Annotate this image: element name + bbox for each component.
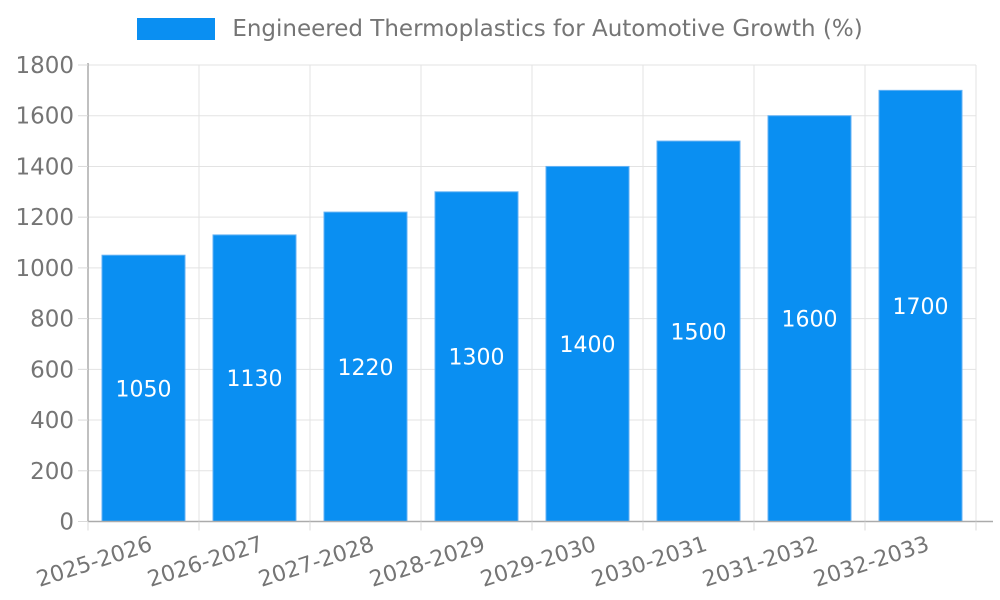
x-tick-label: 2025-2026 bbox=[34, 532, 156, 593]
x-tick-label: 2027-2028 bbox=[256, 532, 378, 593]
bar-2027-2028 bbox=[323, 211, 408, 522]
legend-title-label: Engineered Thermoplastics for Automotive… bbox=[232, 16, 863, 42]
x-tick-label: 2028-2029 bbox=[367, 532, 489, 593]
x-tick-label: 2030-2031 bbox=[589, 532, 711, 593]
bar-2026-2027 bbox=[212, 234, 297, 523]
legend-swatch bbox=[137, 18, 216, 40]
x-tick-label: 2032-2033 bbox=[811, 532, 933, 593]
x-tick-label: 2026-2027 bbox=[145, 532, 267, 593]
bar-value-label: 1050 bbox=[116, 377, 172, 402]
y-tick-label: 1200 bbox=[15, 205, 74, 231]
y-tick-label: 1600 bbox=[15, 104, 74, 130]
x-tick-label: 2029-2030 bbox=[478, 532, 600, 593]
x-tick-label: 2031-2032 bbox=[700, 532, 822, 593]
bar-value-label: 1400 bbox=[560, 333, 616, 358]
bar-value-label: 1300 bbox=[449, 346, 505, 371]
y-tick-label: 600 bbox=[30, 357, 74, 383]
bar-value-label: 1220 bbox=[338, 356, 394, 381]
bar-value-label: 1500 bbox=[671, 320, 727, 345]
bars: 1050 1130 1220 1300 1400 1500 1600 1700 bbox=[101, 89, 963, 523]
y-tick-label: 1000 bbox=[15, 256, 74, 282]
bar-2029-2030 bbox=[545, 165, 630, 522]
y-tick-label: 1400 bbox=[15, 154, 74, 180]
y-tick-label: 400 bbox=[30, 408, 74, 434]
bar-value-label: 1600 bbox=[782, 308, 838, 333]
bar-2030-2031 bbox=[656, 140, 741, 522]
bar-2025-2026 bbox=[101, 254, 186, 522]
y-tick-label: 200 bbox=[30, 459, 74, 485]
y-tick-label: 800 bbox=[30, 307, 74, 333]
bar-2032-2033 bbox=[878, 89, 963, 522]
bar-2028-2029 bbox=[434, 191, 519, 523]
y-tick-label: 1800 bbox=[15, 53, 74, 79]
chart-legend: Engineered Thermoplastics for Automotive… bbox=[0, 14, 1000, 44]
y-tick-label: 0 bbox=[59, 510, 74, 536]
bar-value-label: 1700 bbox=[893, 295, 949, 320]
bar-2031-2032 bbox=[767, 115, 852, 522]
bar-value-label: 1130 bbox=[227, 367, 283, 392]
